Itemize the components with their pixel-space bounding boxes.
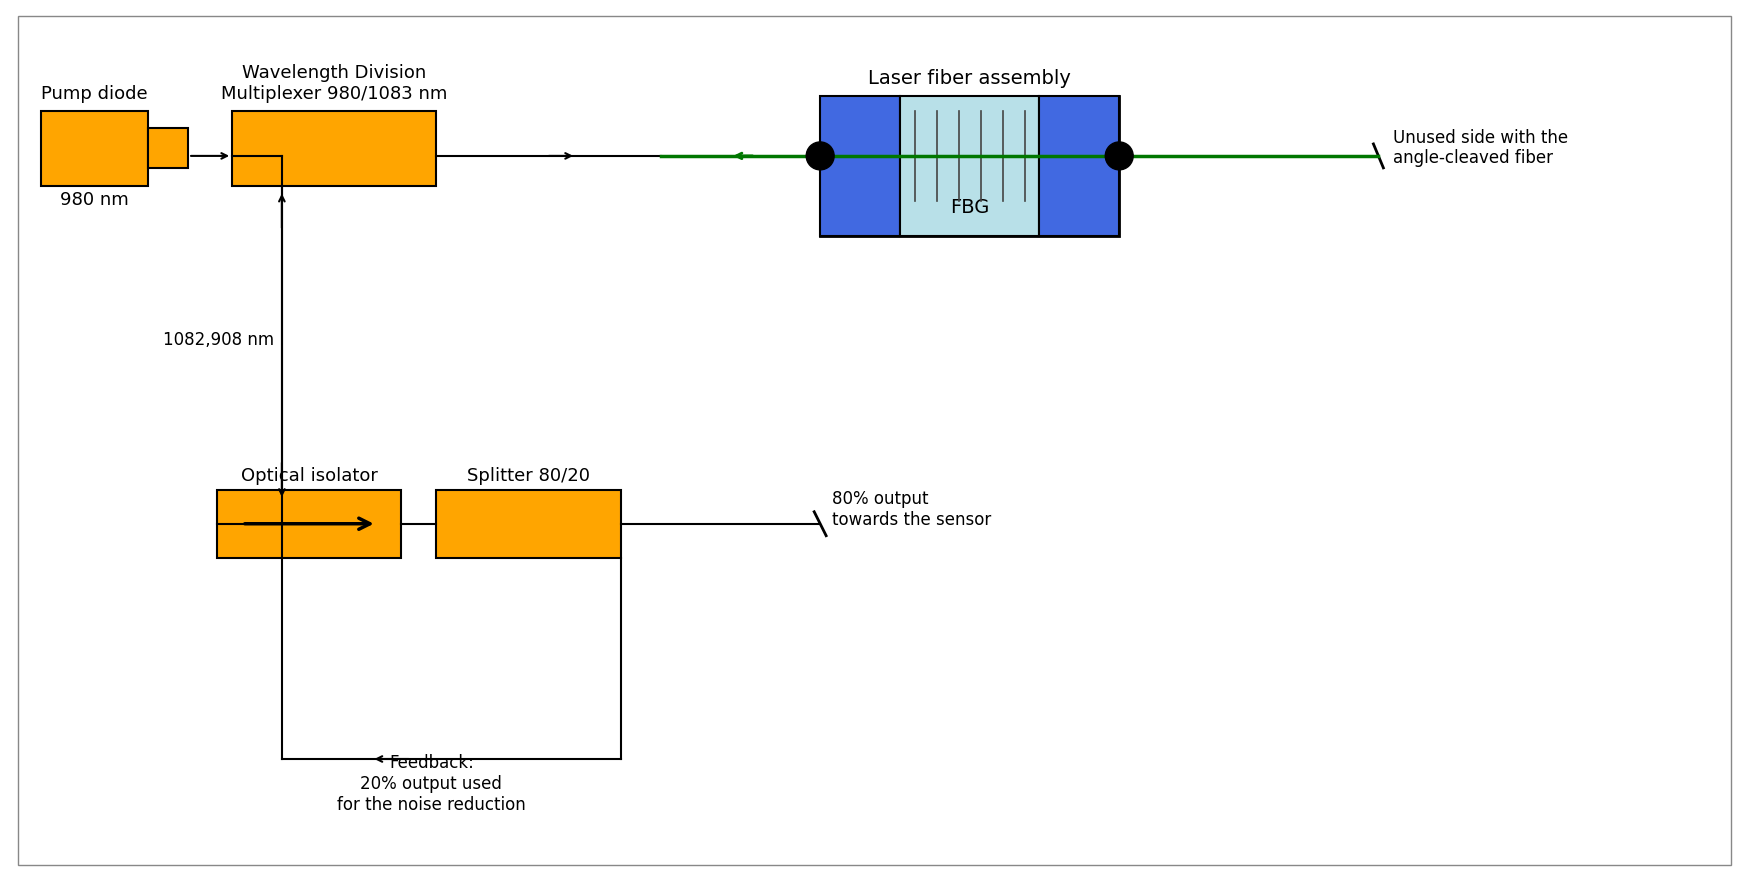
Bar (820, 96, 1119, 235)
Circle shape (806, 142, 834, 170)
Bar (232, 111, 437, 186)
Bar (149, 128, 189, 168)
Text: Splitter 80/20: Splitter 80/20 (467, 467, 589, 485)
Text: Wavelength Division
Multiplexer 980/1083 nm: Wavelength Division Multiplexer 980/1083… (220, 64, 447, 103)
Text: Unused side with the
angle-cleaved fiber: Unused side with the angle-cleaved fiber (1393, 129, 1568, 167)
Bar (217, 490, 402, 558)
Text: Feedback:
20% output used
for the noise reduction: Feedback: 20% output used for the noise … (337, 754, 526, 814)
Bar (40, 111, 149, 186)
Circle shape (1105, 142, 1133, 170)
Bar (437, 490, 621, 558)
Text: 980 nm: 980 nm (59, 191, 129, 209)
Text: FBG: FBG (949, 198, 989, 218)
Text: 80% output
towards the sensor: 80% output towards the sensor (832, 491, 991, 529)
Text: Optical isolator: Optical isolator (241, 467, 378, 485)
Text: Laser fiber assembly: Laser fiber assembly (867, 69, 1070, 88)
Text: Pump diode: Pump diode (42, 85, 147, 103)
Bar (900, 96, 1038, 235)
Bar (820, 96, 900, 235)
Text: 1082,908 nm: 1082,908 nm (163, 331, 274, 350)
Bar (1038, 96, 1119, 235)
